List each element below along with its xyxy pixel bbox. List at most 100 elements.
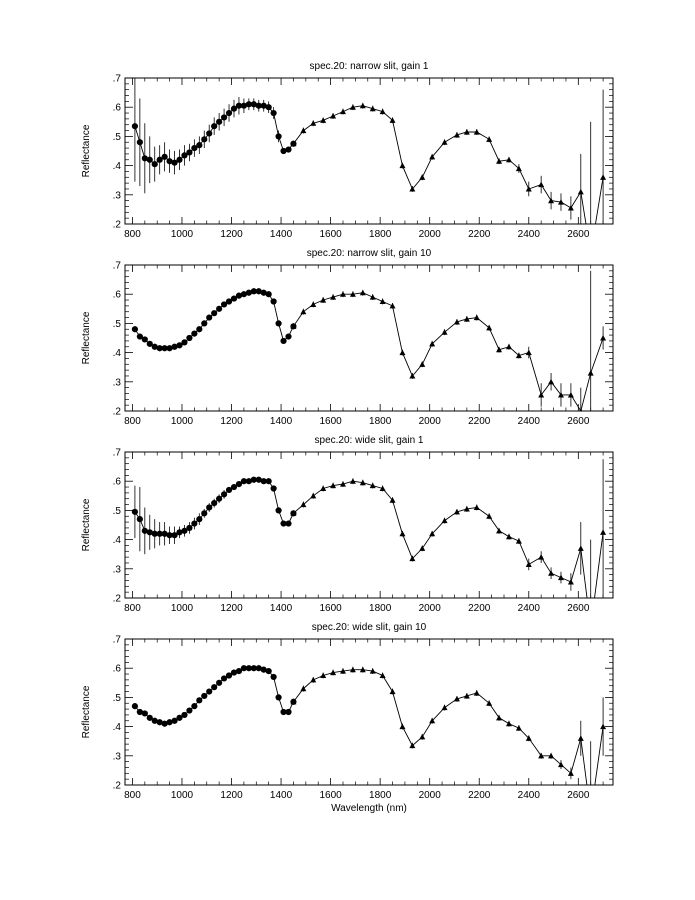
data-point-circle [235,102,243,109]
x-tick-label: 800 [124,416,141,427]
data-point-triangle [441,139,448,145]
data-point-circle [191,520,198,527]
data-point-circle [211,684,218,691]
data-point-circle [260,289,267,296]
y-tick-label: .6 [113,103,122,114]
x-tick-label: 1000 [171,416,194,427]
data-point-circle [216,305,223,312]
data-point-triangle [525,735,532,741]
data-point-circle [216,495,223,502]
data-point-circle [230,483,238,491]
data-point-circle [151,530,158,537]
data-point-triangle [330,669,337,676]
data-point-circle [225,109,233,117]
data-point-triangle [587,370,594,376]
data-point-triangle [379,108,386,115]
data-point-triangle [463,505,470,512]
x-tick-label: 2400 [518,229,541,240]
y-tick-label: .7 [113,448,122,459]
y-tick-label: .5 [113,506,122,517]
data-point-triangle [548,197,555,204]
data-point-triangle [486,324,493,331]
data-point-circle [235,481,243,488]
data-point-triangle [419,361,426,367]
data-point-triangle [409,372,416,379]
data-point-circle [230,669,238,676]
data-point-triangle [399,162,406,169]
data-point-circle [166,532,173,539]
x-tick-label: 2600 [567,416,590,427]
x-tick-label: 2600 [567,229,590,240]
data-point-circle [280,708,287,716]
data-point-circle [191,144,198,152]
data-point-triangle [300,127,307,134]
data-point-circle [250,101,257,108]
data-point-circle [235,292,243,299]
y-tick-label: .3 [113,190,122,201]
data-point-triangle [577,545,584,551]
data-point-triangle [515,725,522,731]
y-tick-label: .5 [113,319,122,330]
data-point-triangle [349,291,356,297]
data-point-triangle [349,478,356,484]
x-tick-label: 1200 [220,603,243,614]
data-point-triangle [339,291,346,297]
data-point-circle [176,529,183,536]
data-point-triangle [330,482,337,489]
data-point-triangle [525,185,532,192]
data-point-circle [265,291,272,298]
data-point-circle [230,295,238,302]
data-point-triangle [310,120,317,126]
data-point-circle [186,524,193,532]
y-tick-label: .6 [113,477,122,488]
data-point-triangle [419,545,426,551]
x-tick-label: 1600 [319,229,342,240]
data-point-circle [176,156,183,163]
data-point-triangle [441,704,448,711]
data-point-circle [280,147,287,155]
y-tick-label: .5 [113,693,122,704]
plot-area [131,459,607,630]
data-point-circle [166,345,173,352]
data-point-triangle [567,204,574,211]
data-point-triangle [538,554,545,560]
data-point-triangle [588,624,594,630]
data-point-triangle [441,517,448,524]
data-point-circle [270,485,277,492]
data-point-triangle [429,530,436,537]
x-tick-label: 1400 [270,416,293,427]
data-point-triangle [290,140,297,147]
data-point-circle [161,345,168,352]
data-point-circle [245,478,252,485]
data-point-circle [265,668,272,675]
data-point-circle [161,153,168,160]
data-point-circle [161,530,168,537]
data-point-triangle [339,108,346,115]
data-point-triangle [505,343,512,350]
data-point-triangle [600,335,607,341]
data-point-triangle [399,723,406,730]
data-point-triangle [290,698,297,705]
data-point-triangle [525,349,532,356]
x-tick-label: 2400 [518,603,541,614]
chart-panel: spec.20: wide slit, gain 1 800 1000 1200 140… [81,435,614,630]
y-axis-label: Reflectance [81,685,92,738]
data-point-circle [196,516,203,523]
data-point-circle [285,146,292,153]
data-point-circle [260,666,267,673]
data-point-circle [141,336,148,343]
data-point-triangle [379,485,386,492]
data-point-circle [131,703,139,710]
data-point-circle [146,156,153,163]
data-point-triangle [399,530,406,537]
x-tick-label: 1200 [220,790,243,801]
x-tick-label: 1400 [270,603,293,614]
plot-area [131,665,607,785]
data-point-triangle [496,346,503,353]
data-point-triangle [339,668,346,674]
data-point-circle [285,333,292,340]
x-tick-label: 2600 [567,790,590,801]
data-point-triangle [515,352,522,359]
data-point-triangle [429,340,436,347]
